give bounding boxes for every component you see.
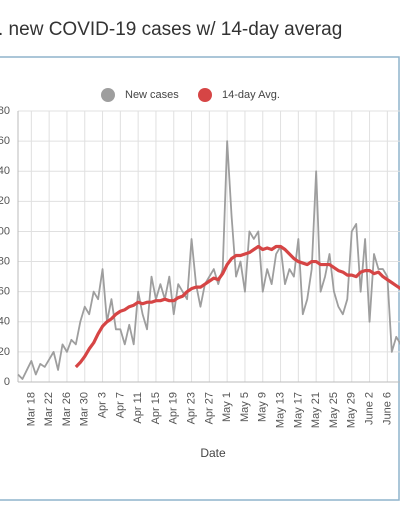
legend-label: 14-day Avg.: [222, 89, 280, 101]
legend-swatch: [101, 88, 115, 102]
x-tick-label: May 17: [292, 392, 304, 428]
y-tick-label: 120: [0, 195, 10, 207]
card-frame: [0, 56, 400, 501]
x-tick-label: May 1: [221, 392, 233, 422]
x-tick-label: Apr 15: [150, 392, 162, 424]
x-tick-label: Apr 19: [168, 392, 180, 424]
y-tick-label: 160: [0, 135, 10, 147]
y-tick-label: 0: [4, 376, 10, 388]
x-tick-label: Apr 23: [185, 392, 197, 424]
y-tick-label: 180: [0, 105, 10, 117]
x-tick-label: June 6: [381, 392, 393, 425]
x-tick-label: June 2: [363, 392, 375, 425]
x-tick-label: May 25: [328, 392, 340, 428]
x-tick-label: Mar 30: [79, 392, 91, 426]
series-line: [74, 244, 400, 369]
x-tick-label: Apr 3: [96, 392, 108, 418]
y-tick-label: 60: [0, 286, 10, 298]
legend-label: New cases: [125, 89, 179, 101]
chart-title: . new COVID-19 cases w/ 14-day averag: [0, 19, 342, 40]
y-tick-label: 40: [0, 316, 10, 328]
y-tick-label: 100: [0, 225, 10, 237]
legend-swatch: [198, 88, 212, 102]
y-tick-label: 140: [0, 165, 10, 177]
x-tick-label: May 5: [239, 392, 251, 422]
x-tick-label: May 21: [310, 392, 322, 428]
x-tick-label: Mar 26: [61, 392, 73, 426]
y-tick-label: 80: [0, 255, 10, 267]
x-tick-label: May 13: [274, 392, 286, 428]
x-tick-label: May 29: [346, 392, 358, 428]
x-tick-label: Apr 11: [132, 392, 144, 424]
x-tick-label: Apr 7: [114, 392, 126, 418]
series-line: [17, 140, 400, 380]
x-tick-label: May 9: [257, 392, 269, 422]
x-tick-label: Apr 27: [203, 392, 215, 424]
y-tick-label: 20: [0, 346, 10, 358]
x-tick-label: Mar 18: [25, 392, 37, 426]
x-axis-title: Date: [200, 446, 226, 460]
x-tick-label: Mar 22: [43, 392, 55, 426]
